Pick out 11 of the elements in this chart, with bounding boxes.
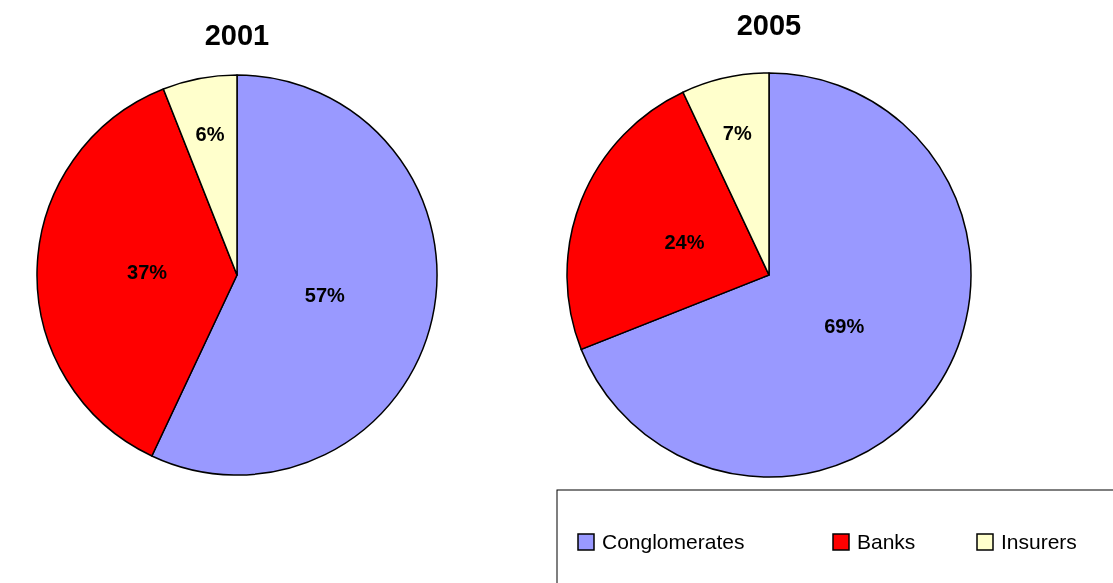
chart-title: 2001 bbox=[204, 19, 270, 51]
legend-label: Insurers bbox=[1001, 530, 1077, 554]
data-label: 6% bbox=[195, 122, 225, 145]
data-label: 7% bbox=[722, 122, 752, 145]
data-label: 24% bbox=[664, 230, 705, 253]
data-label: 37% bbox=[127, 261, 168, 284]
data-label: 69% bbox=[824, 315, 865, 338]
chart-title: 2005 bbox=[736, 9, 802, 41]
legend-label: Conglomerates bbox=[602, 530, 745, 554]
legend-label: Banks bbox=[857, 530, 916, 554]
data-label: 57% bbox=[304, 283, 346, 306]
